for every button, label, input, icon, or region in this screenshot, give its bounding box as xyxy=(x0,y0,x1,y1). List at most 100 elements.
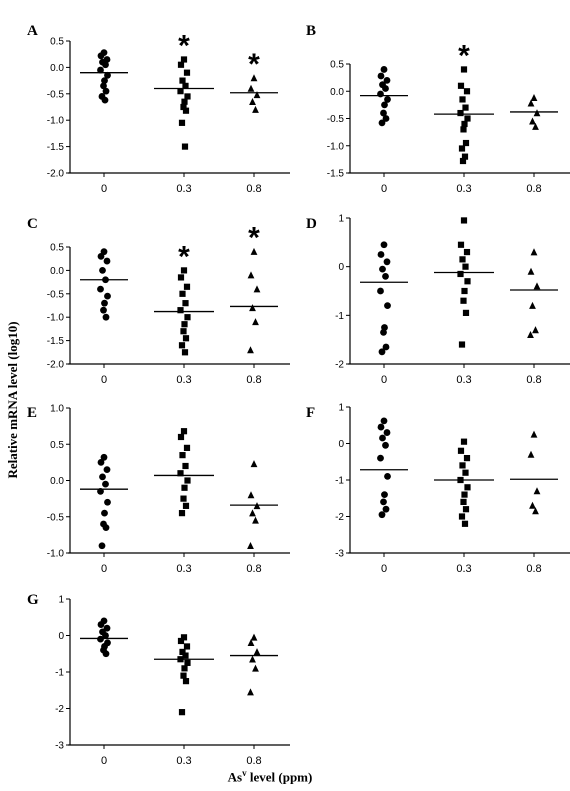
data-point-c-1-2 xyxy=(183,283,191,290)
data-point-a-1-0 xyxy=(180,56,188,63)
data-point-f-2-2 xyxy=(533,487,541,495)
data-point-d-1-2 xyxy=(463,248,471,256)
y-tick-label-e-2: 0.0 xyxy=(50,476,64,487)
data-point-g-1-4 xyxy=(182,652,189,659)
data-point-c-0-8 xyxy=(100,306,107,314)
data-point-c-1-11 xyxy=(181,349,189,356)
data-point-f-0-7 xyxy=(381,491,388,498)
data-point-f-0-9 xyxy=(382,505,390,513)
panel-letter-c: C xyxy=(27,216,38,232)
data-point-e-0-1 xyxy=(97,458,105,466)
data-point-d-0-6 xyxy=(384,302,391,309)
data-point-d-1-10 xyxy=(458,341,466,348)
data-point-b-0-5 xyxy=(377,90,384,98)
y-tick-label-c-1: 0.0 xyxy=(50,266,64,277)
x-tick-label-f-0: 0 xyxy=(381,563,387,575)
data-point-a-1-9 xyxy=(182,107,190,114)
data-point-d-2-5 xyxy=(527,331,534,339)
data-point-a-1-4 xyxy=(182,82,189,89)
data-point-f-2-3 xyxy=(529,501,536,509)
y-tick-label-e-0: 1.0 xyxy=(50,404,64,415)
significance-star-a-1: * xyxy=(178,29,190,62)
x-tick-label-e-1: 0.3 xyxy=(176,563,191,575)
y-tick-label-e-3: -0.5 xyxy=(47,512,65,523)
y-axis-title: Relative mRNA level (log10) xyxy=(5,321,20,479)
data-point-f-2-0 xyxy=(530,430,538,438)
panel-letter-g: G xyxy=(27,592,39,608)
data-point-f-0-0 xyxy=(380,417,388,425)
y-tick-label-c-5: -2.0 xyxy=(47,360,65,371)
y-tick-label-a-4: -1.5 xyxy=(47,142,65,153)
data-point-d-1-4 xyxy=(462,263,469,270)
data-point-e-2-1 xyxy=(247,491,255,499)
y-tick-label-f-4: -3 xyxy=(335,549,344,560)
data-point-c-0-5 xyxy=(97,285,104,293)
data-point-f-2-1 xyxy=(527,450,535,458)
x-axis-title: Asv level (ppm) xyxy=(228,768,313,785)
data-point-b-1-9 xyxy=(462,139,470,147)
data-point-g-0-9 xyxy=(102,650,110,658)
data-point-e-2-4 xyxy=(252,516,259,524)
y-tick-label-e-4: -1.0 xyxy=(47,549,65,560)
data-point-b-1-8 xyxy=(460,126,467,133)
y-tick-label-d-3: -2 xyxy=(335,360,344,371)
y-tick-label-c-4: -1.5 xyxy=(47,336,65,347)
data-point-c-2-5 xyxy=(247,346,254,354)
data-point-a-1-8 xyxy=(180,103,187,111)
data-point-f-1-6 xyxy=(464,484,471,491)
data-point-a-0-7 xyxy=(101,77,108,84)
data-point-g-1-0 xyxy=(180,634,188,641)
data-point-b-2-0 xyxy=(530,94,538,102)
data-point-g-1-10 xyxy=(178,709,186,716)
data-point-a-0-6 xyxy=(104,71,111,79)
data-point-d-2-4 xyxy=(532,326,539,334)
panel-letter-a: A xyxy=(27,23,38,39)
data-point-a-1-10 xyxy=(178,119,186,126)
y-tick-label-c-2: -0.5 xyxy=(47,289,65,300)
x-tick-label-a-2: 0.8 xyxy=(246,183,261,195)
data-point-d-1-8 xyxy=(460,297,467,304)
data-point-e-1-4 xyxy=(182,462,189,470)
y-tick-label-g-3: -2 xyxy=(55,704,64,715)
panel-letter-b: B xyxy=(306,23,316,39)
y-tick-label-d-0: 1 xyxy=(338,214,344,225)
data-point-d-1-0 xyxy=(460,217,468,224)
x-tick-label-c-1: 0.3 xyxy=(176,374,191,386)
y-tick-label-b-0: 0.5 xyxy=(330,60,344,71)
data-point-b-0-8 xyxy=(380,109,387,117)
data-point-g-1-2 xyxy=(183,643,191,650)
y-tick-label-b-1: 0.0 xyxy=(330,87,344,98)
x-tick-label-b-2: 0.8 xyxy=(526,183,541,195)
x-tick-label-a-0: 0 xyxy=(101,183,107,195)
data-point-d-0-4 xyxy=(382,273,389,280)
data-point-b-1-1 xyxy=(457,82,465,89)
data-point-b-1-2 xyxy=(463,88,471,95)
data-point-e-1-2 xyxy=(183,444,191,451)
data-point-e-2-3 xyxy=(249,509,256,517)
x-tick-label-b-0: 0 xyxy=(381,183,387,195)
y-tick-label-d-2: -1 xyxy=(335,311,344,322)
data-point-d-2-3 xyxy=(529,301,536,309)
y-tick-label-g-1: 0 xyxy=(58,631,64,642)
data-point-e-0-0 xyxy=(100,453,108,461)
y-tick-label-a-2: -0.5 xyxy=(47,89,65,100)
data-point-f-0-2 xyxy=(383,429,391,436)
data-point-d-1-3 xyxy=(459,256,466,263)
y-tick-label-c-0: 0.5 xyxy=(50,243,64,254)
data-point-b-0-9 xyxy=(382,115,390,122)
data-point-g-0-5 xyxy=(97,635,104,643)
data-point-f-2-4 xyxy=(532,507,539,515)
data-point-d-1-9 xyxy=(462,309,470,316)
data-point-e-1-3 xyxy=(179,452,186,459)
data-point-c-0-6 xyxy=(104,292,111,300)
data-point-a-1-2 xyxy=(183,69,191,76)
data-point-e-0-7 xyxy=(101,509,108,517)
data-point-d-2-1 xyxy=(527,267,535,275)
data-point-c-2-0 xyxy=(250,247,258,255)
data-point-b-1-4 xyxy=(462,104,469,111)
x-tick-label-b-1: 0.3 xyxy=(456,183,471,195)
data-point-d-0-10 xyxy=(378,348,386,356)
data-point-d-1-1 xyxy=(457,241,465,248)
data-point-a-1-1 xyxy=(177,61,185,68)
x-tick-label-f-2: 0.8 xyxy=(526,563,541,575)
